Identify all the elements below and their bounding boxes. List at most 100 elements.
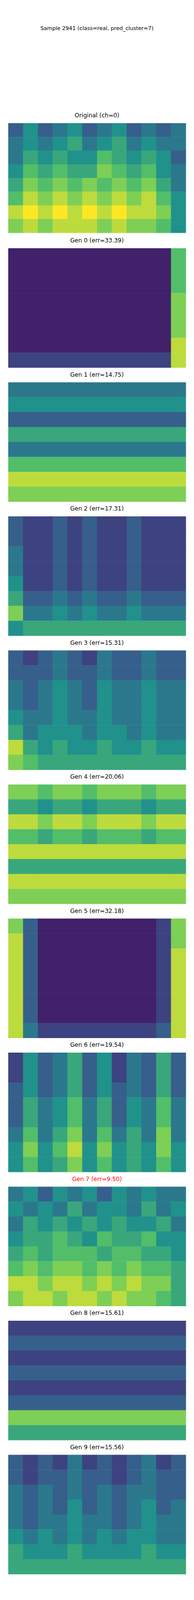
heatmap-cell	[67, 1112, 83, 1128]
heatmap-cell	[126, 278, 142, 294]
heatmap-cell	[37, 397, 53, 413]
heatmap-cell	[37, 1201, 53, 1217]
heatmap-cell	[171, 1291, 187, 1307]
heatmap-cell	[112, 1395, 128, 1411]
heatmap-cell	[141, 1142, 157, 1158]
heatmap-cell	[37, 263, 53, 279]
heatmap-cell	[82, 123, 98, 138]
heatmap-cell	[67, 1127, 83, 1143]
heatmap-cell	[37, 1291, 53, 1307]
heatmap-cell	[37, 150, 53, 165]
heatmap-cell	[141, 963, 157, 979]
heatmap	[8, 919, 187, 1039]
heatmap-cell	[112, 1187, 128, 1203]
heatmap-cell	[112, 814, 128, 830]
heatmap-cell	[52, 1216, 68, 1232]
heatmap-cell	[37, 814, 53, 830]
heatmap-cell	[82, 1291, 98, 1307]
heatmap-cell	[171, 205, 187, 220]
heatmap-cell	[8, 136, 24, 151]
heatmap-cell	[97, 1410, 113, 1426]
heatmap-cell	[52, 874, 68, 890]
heatmap-cell	[82, 814, 98, 830]
heatmap-cell	[97, 1157, 113, 1173]
heatmap-cell	[171, 591, 187, 607]
heatmap-cell	[141, 1515, 157, 1531]
heatmap-cell	[23, 844, 39, 860]
heatmap-cell	[52, 710, 68, 726]
heatmap-cell	[67, 1336, 83, 1352]
heatmap-cell	[8, 1067, 24, 1084]
heatmap-cell	[23, 1321, 39, 1337]
heatmap-cell	[37, 606, 53, 622]
heatmap-cell	[8, 546, 24, 562]
heatmap-cell	[171, 1455, 187, 1471]
heatmap-cell	[97, 725, 113, 741]
heatmap-cell	[8, 948, 24, 964]
heatmap-cell	[52, 531, 68, 547]
heatmap-cell	[23, 1201, 39, 1217]
heatmap-cell	[23, 191, 39, 206]
heatmap-cell	[37, 1052, 53, 1068]
panel: Gen 0 (err=33.39)	[8, 237, 187, 369]
heatmap-cell	[126, 1127, 142, 1143]
panel-title: Gen 7 (err=9.50)	[72, 1176, 123, 1183]
heatmap-cell	[171, 1276, 187, 1292]
heatmap-cell	[82, 799, 98, 815]
heatmap-cell	[126, 1083, 142, 1099]
heatmap-cell	[67, 164, 83, 179]
heatmap-cell	[67, 1142, 83, 1158]
heatmap-cell	[126, 136, 142, 151]
heatmap-cell	[112, 136, 128, 151]
heatmap-cell	[23, 1276, 39, 1292]
heatmap-cell	[156, 1127, 172, 1143]
heatmap-cell	[82, 1321, 98, 1337]
heatmap-cell	[37, 874, 53, 890]
heatmap-cell	[97, 382, 113, 398]
heatmap-cell	[171, 695, 187, 711]
heatmap-cell	[82, 606, 98, 622]
heatmap-cell	[156, 471, 172, 487]
heatmap-cell	[37, 591, 53, 607]
heatmap-cell	[52, 1425, 68, 1441]
heatmap-cell	[52, 486, 68, 502]
heatmap-cell	[156, 1544, 172, 1560]
heatmap-cell	[156, 150, 172, 165]
heatmap-cell	[141, 874, 157, 890]
heatmap-cell	[23, 665, 39, 681]
heatmap-cell	[126, 516, 142, 532]
heatmap-cell	[171, 191, 187, 206]
heatmap-cell	[67, 471, 83, 487]
heatmap-cell	[126, 933, 142, 949]
heatmap-cell	[112, 1425, 128, 1441]
heatmap-cell	[37, 755, 53, 771]
heatmap-cell	[171, 382, 187, 398]
heatmap-cell	[97, 1559, 113, 1575]
heatmap-cell	[156, 576, 172, 592]
heatmap-cell	[67, 919, 83, 935]
heatmap-cell	[97, 889, 113, 905]
heatmap-cell	[8, 1023, 24, 1039]
heatmap-cell	[141, 1201, 157, 1217]
panel-title: Gen 5 (err=32.18)	[70, 907, 124, 915]
heatmap-cell	[171, 1529, 187, 1545]
heatmap-cell	[141, 784, 157, 800]
heatmap-cell	[156, 1395, 172, 1411]
heatmap-cell	[82, 874, 98, 890]
heatmap-cell	[67, 874, 83, 890]
heatmap-cell	[97, 1246, 113, 1262]
heatmap-cell	[52, 1052, 68, 1068]
heatmap-cell	[97, 1485, 113, 1501]
heatmap-cell	[23, 740, 39, 756]
heatmap-cell	[23, 136, 39, 151]
heatmap-cell	[141, 412, 157, 428]
heatmap-cell	[112, 150, 128, 165]
heatmap-cell	[23, 978, 39, 994]
heatmap-cell	[8, 710, 24, 726]
heatmap-cell	[141, 382, 157, 398]
heatmap-cell	[156, 546, 172, 562]
heatmap-cell	[112, 978, 128, 994]
heatmap-cell	[141, 1246, 157, 1262]
heatmap-cell	[141, 1351, 157, 1367]
heatmap-cell	[23, 1187, 39, 1203]
